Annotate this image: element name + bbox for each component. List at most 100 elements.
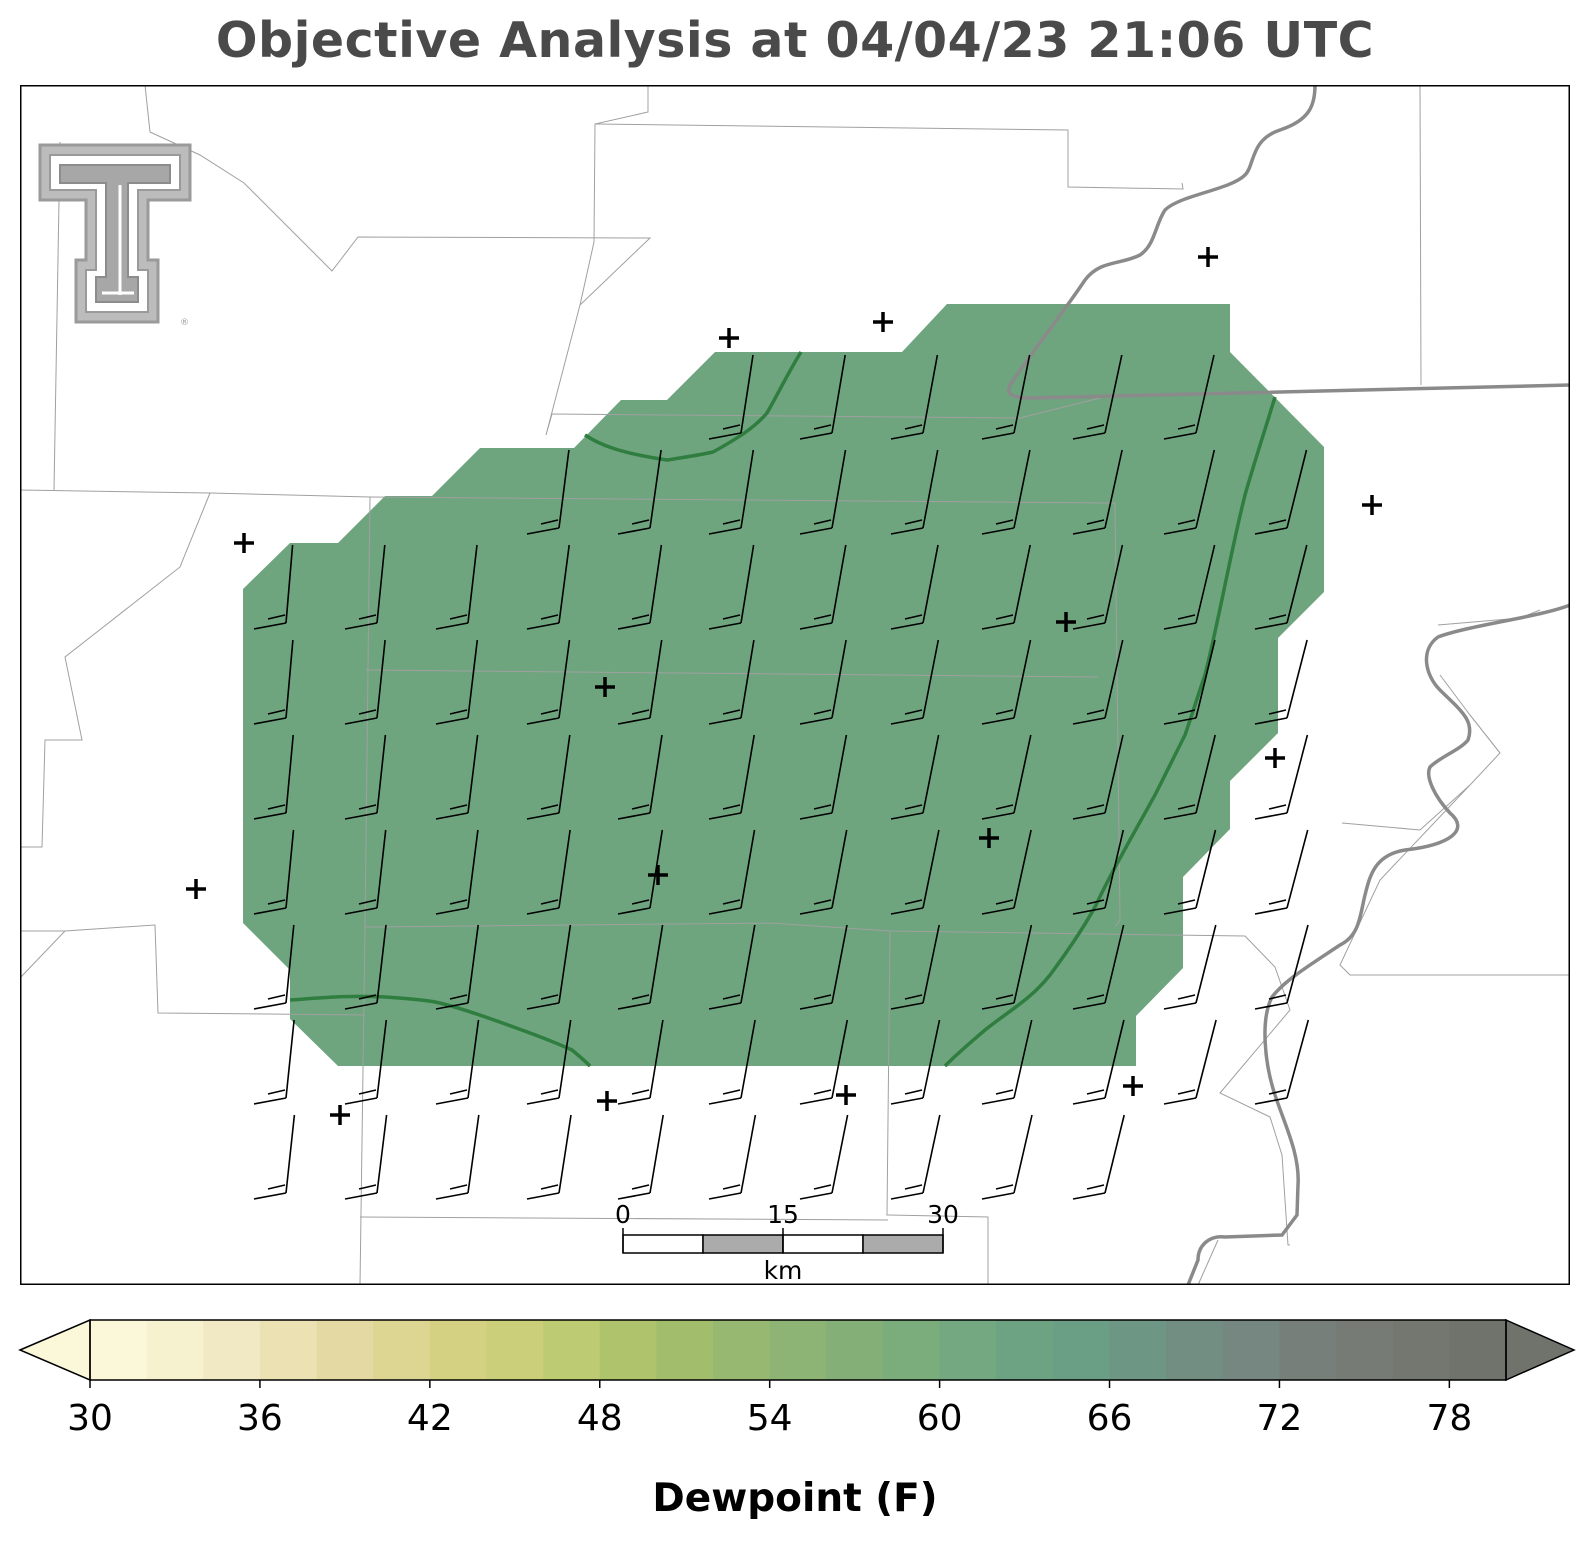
wind-barb-staff — [922, 449, 939, 529]
wind-barb-flag — [1268, 519, 1287, 525]
wind-barb-flag — [1072, 907, 1106, 915]
wind-barb-flag — [995, 424, 1014, 430]
wind-barb-flag — [344, 622, 378, 630]
wind-barb-flag — [526, 1192, 560, 1200]
wind-barb-staff — [740, 1019, 756, 1099]
wind-barb-staff — [740, 1114, 757, 1194]
wind-barb-flag — [267, 709, 286, 715]
wind-barb-flag — [617, 527, 651, 535]
wind-barb-flag — [813, 709, 832, 715]
wind-barb-flag — [1268, 804, 1287, 810]
wind-barb-flag — [981, 1192, 1015, 1200]
wind-barb-flag — [1086, 804, 1105, 810]
wind-barb-staff — [1195, 1019, 1217, 1099]
wind-barb-staff — [285, 1114, 296, 1194]
wind-barb-staff — [1195, 639, 1216, 719]
wind-barb-flag — [617, 1002, 651, 1010]
wind-barb-flag — [708, 432, 742, 440]
wind-barb-staff — [467, 829, 479, 909]
colorbar-bin — [1279, 1320, 1337, 1380]
wind-barb-staff — [1286, 1019, 1310, 1099]
wind-barb-flag — [995, 899, 1014, 905]
map-frame — [20, 85, 1570, 1285]
wind-barb-flag — [267, 994, 286, 1000]
wind-barb-staff — [558, 1114, 572, 1194]
wind-barb-flag — [708, 717, 742, 725]
wind-barb-flag — [344, 1002, 378, 1010]
wind-barb-staff — [831, 1114, 849, 1194]
wind-barb-staff — [831, 544, 847, 624]
wind-barb-staff — [558, 829, 571, 909]
colorbar-bin — [713, 1320, 771, 1380]
wind-barb-staff — [831, 829, 848, 909]
colorbar-bin — [146, 1320, 204, 1380]
wind-barb-flag — [526, 1097, 560, 1105]
wind-barb-staff — [467, 924, 479, 1004]
colorbar-tick-label: 30 — [67, 1398, 113, 1439]
wind-barb-flag — [631, 709, 650, 715]
wind-barb-flag — [722, 1089, 741, 1095]
wind-barb-staff — [922, 544, 939, 624]
station-marker — [648, 865, 668, 885]
dewpoint-contours — [289, 351, 1277, 1068]
wind-barb-flag — [722, 709, 741, 715]
wind-barb-flag — [890, 1097, 924, 1105]
wind-barb-flag — [617, 622, 651, 630]
wind-barb-staff — [831, 1019, 849, 1099]
wind-barb-flag — [1254, 717, 1288, 725]
wind-barb-flag — [358, 614, 377, 620]
wind-barb-flag — [904, 994, 923, 1000]
wind-barb-flag — [1086, 1184, 1105, 1190]
wind-barb-staff — [285, 1019, 295, 1099]
wind-barb-flag — [526, 717, 560, 725]
wind-barb-flag — [631, 1089, 650, 1095]
station-marker — [597, 1091, 617, 1111]
wind-barb-staff — [922, 734, 940, 814]
wind-barb-flag — [344, 907, 378, 915]
wind-barb-flag — [540, 994, 559, 1000]
wind-barb-flag — [708, 622, 742, 630]
wind-barb-flag — [344, 1192, 378, 1200]
wind-barb-flag — [1086, 614, 1105, 620]
colorbar-bin — [996, 1320, 1054, 1380]
colorbar-tick-label: 66 — [1087, 1398, 1133, 1439]
wind-barb-staff — [922, 924, 940, 1004]
colorbar-bin — [1336, 1320, 1394, 1380]
wind-barb-flag — [358, 899, 377, 905]
colorbar-bin — [599, 1320, 657, 1380]
wind-barb-flag — [1268, 709, 1287, 715]
wind-barb-flag — [1268, 614, 1287, 620]
wind-barb-flag — [617, 717, 651, 725]
wind-barb-staff — [1195, 449, 1216, 529]
wind-barb-staff — [922, 639, 940, 719]
svg-text:®: ® — [180, 318, 189, 328]
wind-barb-flag — [799, 717, 833, 725]
wind-barb-flag — [617, 1097, 651, 1105]
wind-barb-staff — [1104, 354, 1123, 434]
wind-barb-staff — [831, 449, 847, 529]
wind-barb-flag — [995, 614, 1014, 620]
wind-barb-flag — [722, 804, 741, 810]
wind-barb-flag — [1268, 994, 1287, 1000]
wind-barb-flag — [1177, 899, 1196, 905]
wind-barb-flag — [813, 424, 832, 430]
wind-barb-staff — [1286, 734, 1309, 814]
wind-barb-flag — [904, 614, 923, 620]
colorbar-tick-label: 36 — [237, 1398, 283, 1439]
colorbar-bin — [373, 1320, 431, 1380]
colorbar-bin — [882, 1320, 941, 1380]
colorbar: 30 36 42 48 54 60 66 72 78 — [18, 1318, 1576, 1439]
wind-barb-flag — [526, 622, 560, 630]
scale-segment — [862, 1234, 944, 1254]
wind-barb-staff — [376, 924, 387, 1004]
colorbar-tick-label: 54 — [747, 1398, 793, 1439]
wind-barb-flag — [358, 1089, 377, 1095]
wind-barb-flag — [449, 804, 468, 810]
colorbar-bin — [826, 1320, 884, 1380]
wind-barb-staff — [1195, 924, 1217, 1004]
wind-barb-staff — [740, 639, 755, 719]
wind-barb-staff — [1104, 639, 1124, 719]
wind-barb-flag — [540, 519, 559, 525]
wind-barb-flag — [981, 432, 1015, 440]
wind-barb-flag — [799, 527, 833, 535]
